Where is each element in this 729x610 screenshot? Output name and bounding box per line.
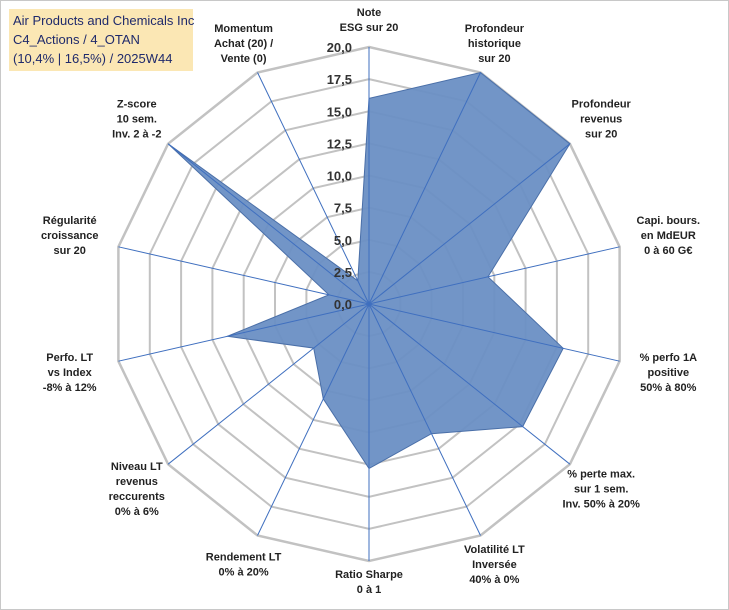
- tick-label: 10,0: [327, 169, 352, 184]
- tick-label: 7,5: [334, 201, 352, 216]
- axis-label: Perfo. LT vs Index -8% à 12%: [43, 352, 97, 394]
- radar-tick-labels: 0,0 2,5 5,0 7,5 10,0 12,5 15,0 17,5 20,0: [327, 40, 352, 312]
- axis-label: Note ESG sur 20: [340, 7, 399, 34]
- axis-label-line: -8% à 12%: [43, 382, 97, 394]
- axis-label-line: 0% à 6%: [115, 506, 159, 518]
- axis-label: Volatilité LT Inversée 40% à 0%: [464, 544, 525, 586]
- title-category: C4_Actions / 4_OTAN: [13, 32, 140, 47]
- axis-label-line: vs Index: [48, 367, 93, 379]
- axis-label-line: 0 à 60 G€: [644, 245, 692, 257]
- axis-label: % perte max. sur 1 sem. Inv. 50% à 20%: [562, 469, 640, 511]
- axis-label-line: Note: [357, 7, 381, 19]
- axis-label: Z-score 10 sem. Inv. 2 à -2: [112, 98, 161, 140]
- tick-label: 2,5: [334, 265, 352, 280]
- axis-label-line: sur 20: [585, 128, 617, 140]
- radar-spokes: [118, 47, 620, 561]
- axis-spoke: [257, 303, 370, 536]
- axis-label-line: % perfo 1A: [640, 352, 698, 364]
- axis-label: Niveau LT revenus reccurents 0% à 6%: [109, 461, 165, 518]
- axis-label: Profondeur revenus sur 20: [572, 98, 632, 140]
- axis-label-line: ESG sur 20: [340, 22, 399, 34]
- axis-label-line: Z-score: [117, 98, 157, 110]
- title-company: Air Products and Chemicals Inc: [13, 13, 195, 28]
- axis-label-line: Inv. 50% à 20%: [562, 499, 640, 511]
- axis-label-line: 10 sem.: [117, 113, 157, 125]
- axis-spoke: [167, 303, 370, 465]
- axis-label-line: 50% à 80%: [640, 382, 696, 394]
- axis-label-line: revenus: [116, 476, 158, 488]
- axis-spoke: [368, 303, 571, 465]
- axis-label-line: 0 à 1: [357, 584, 381, 596]
- axis-label-line: historique: [468, 38, 521, 50]
- axis-label-line: sur 1 sem.: [574, 484, 628, 496]
- title-stats: (10,4% | 16,5%) / 2025W44: [13, 51, 173, 66]
- axis-label: Capi. bours. en MdEUR 0 à 60 G€: [637, 215, 701, 257]
- axis-label-line: croissance: [41, 230, 98, 242]
- axis-label-line: Inversée: [472, 559, 517, 571]
- axis-spoke: [368, 303, 620, 362]
- tick-label: 17,5: [327, 72, 352, 87]
- axis-label-line: Inv. 2 à -2: [112, 128, 161, 140]
- axis-label-line: reccurents: [109, 491, 165, 503]
- tick-label: 0,0: [334, 297, 352, 312]
- chart-title-box: Air Products and Chemicals Inc C4_Action…: [9, 9, 195, 71]
- axis-spoke: [368, 303, 481, 536]
- axis-spoke: [118, 246, 370, 305]
- axis-label-line: Capi. bours.: [637, 215, 701, 227]
- axis-label: Profondeur historique sur 20: [465, 23, 525, 65]
- axis-label-line: Perfo. LT: [46, 352, 93, 364]
- axis-label-line: Profondeur: [465, 23, 525, 35]
- axis-label-line: Momentum: [214, 23, 273, 35]
- axis-label-line: Achat (20) /: [214, 38, 273, 50]
- tick-label: 12,5: [327, 136, 352, 151]
- axis-label-line: Vente (0): [221, 53, 267, 65]
- axis-spoke: [118, 303, 370, 362]
- axis-label-line: 40% à 0%: [469, 574, 519, 586]
- axis-label-line: Niveau LT: [111, 461, 163, 473]
- axis-label: Rendement LT 0% à 20%: [206, 551, 282, 578]
- axis-label-line: Rendement LT: [206, 551, 282, 563]
- axis-spoke: [257, 72, 370, 305]
- axis-label-line: sur 20: [53, 245, 85, 257]
- axis-label-line: sur 20: [478, 53, 510, 65]
- axis-label-line: en MdEUR: [641, 230, 696, 242]
- tick-label: 5,0: [334, 233, 352, 248]
- axis-label-line: positive: [648, 367, 690, 379]
- axis-spoke: [167, 143, 370, 305]
- axis-spoke: [368, 246, 620, 305]
- axis-label-line: Volatilité LT: [464, 544, 525, 556]
- axis-label-line: revenus: [580, 113, 622, 125]
- axis-label: Momentum Achat (20) / Vente (0): [214, 23, 273, 65]
- axis-label-line: Régularité: [43, 215, 97, 227]
- axis-label-line: Profondeur: [572, 98, 632, 110]
- axis-label-line: 0% à 20%: [219, 566, 269, 578]
- axis-spoke: [368, 143, 571, 305]
- tick-label: 20,0: [327, 40, 352, 55]
- axis-label-line: % perte max.: [567, 469, 635, 481]
- axis-label-line: Ratio Sharpe: [335, 569, 403, 581]
- axis-label: Ratio Sharpe 0 à 1: [335, 569, 403, 596]
- tick-label: 15,0: [327, 104, 352, 119]
- axis-label: % perfo 1A positive 50% à 80%: [640, 352, 698, 394]
- axis-spoke: [368, 72, 481, 305]
- radar-axis-labels: Note ESG sur 20 Profondeur historique sur 20…: [41, 7, 700, 596]
- axis-label: Régularité croissance sur 20: [41, 215, 98, 257]
